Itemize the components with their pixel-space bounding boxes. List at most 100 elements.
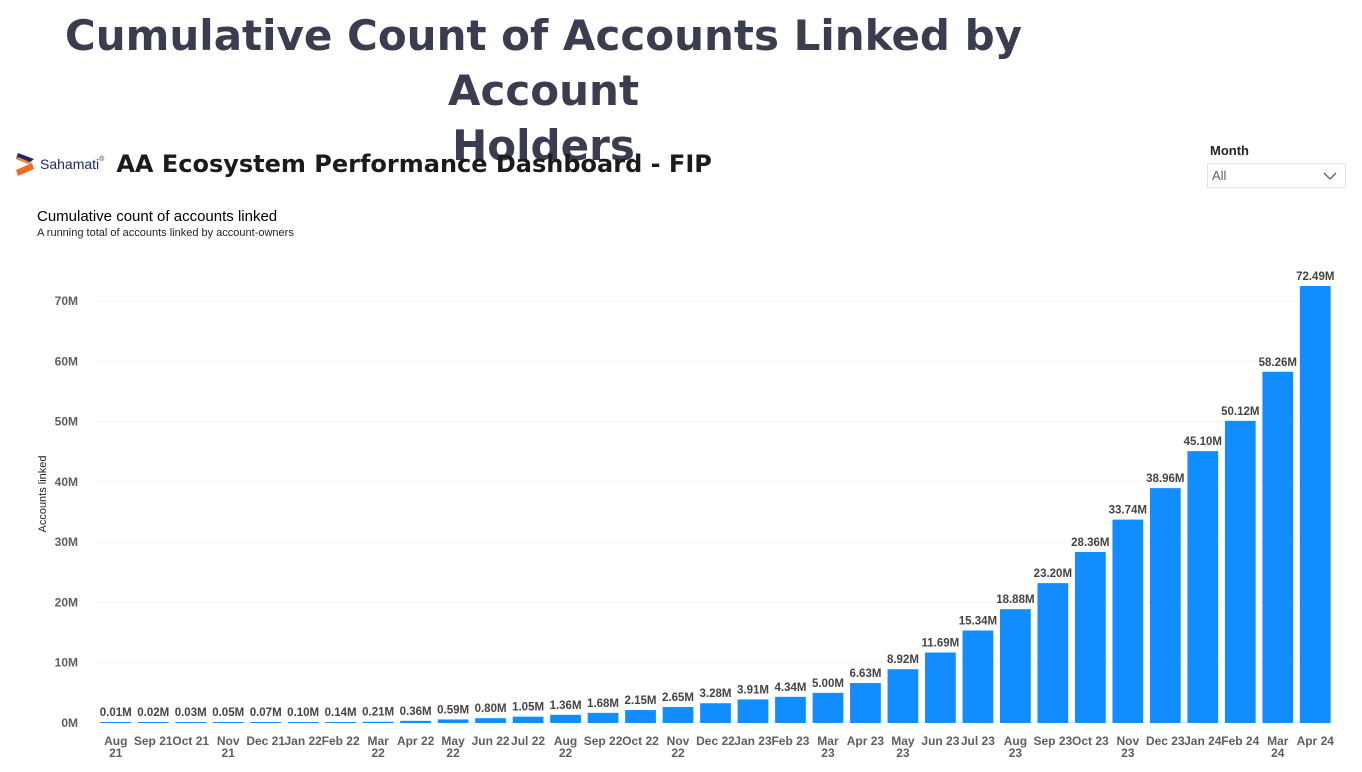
bar[interactable] <box>400 720 431 723</box>
bar[interactable] <box>1149 488 1181 723</box>
data-label: 2.15M <box>625 695 657 707</box>
x-tick-label: 23 <box>1121 746 1135 760</box>
x-tick-label: Jan 22 <box>284 734 322 748</box>
bar[interactable] <box>437 719 469 723</box>
x-tick-label: Jan 24 <box>1184 734 1222 748</box>
logo-text: Sahamati® <box>40 156 104 172</box>
x-tick-label: Feb 23 <box>771 734 809 748</box>
y-tick-label: 50M <box>55 415 78 429</box>
bar[interactable] <box>1224 420 1256 723</box>
bar[interactable] <box>287 722 319 723</box>
x-tick-label: Feb 24 <box>1221 734 1259 748</box>
data-label: 23.20M <box>1034 568 1072 580</box>
x-tick-label: May <box>891 734 915 748</box>
bar[interactable] <box>137 722 169 723</box>
data-label: 0.03M <box>175 707 207 719</box>
data-label: 28.36M <box>1071 537 1109 549</box>
page-heading-line-1: Cumulative Count of Accounts Linked by A… <box>64 11 1023 115</box>
month-slicer-label: Month <box>1210 143 1249 158</box>
bar[interactable] <box>775 696 806 723</box>
x-tick-label: Sep 21 <box>134 734 173 748</box>
x-tick-label: 21 <box>109 746 123 760</box>
x-tick-label: 22 <box>446 746 460 760</box>
bar[interactable] <box>925 652 956 723</box>
x-tick-label: Apr 23 <box>847 734 885 748</box>
bar[interactable] <box>100 722 132 723</box>
x-tick-label: Aug <box>104 734 127 748</box>
x-tick-label: Aug <box>1004 734 1027 748</box>
data-label: 72.49M <box>1296 271 1334 283</box>
bar[interactable] <box>962 630 994 723</box>
data-label: 58.26M <box>1259 357 1297 369</box>
x-tick-label: Aug <box>554 734 577 748</box>
bar[interactable] <box>325 722 357 723</box>
data-label: 0.02M <box>137 707 169 719</box>
data-label: 0.05M <box>212 707 244 719</box>
y-tick-label: 70M <box>55 294 78 308</box>
bar[interactable] <box>512 716 544 723</box>
x-tick-label: Oct 23 <box>1072 734 1109 748</box>
data-label: 6.63M <box>849 668 881 680</box>
bar[interactable] <box>175 722 207 723</box>
x-tick-label: 22 <box>371 746 385 760</box>
x-tick-label: 22 <box>559 746 573 760</box>
bar[interactable] <box>362 721 394 723</box>
bar[interactable] <box>700 703 731 723</box>
data-label: 0.01M <box>100 707 132 719</box>
x-tick-label: Dec 22 <box>696 734 735 748</box>
data-label: 0.14M <box>325 707 357 719</box>
dashboard-title: AA Ecosystem Performance Dashboard - FIP <box>116 150 712 178</box>
data-label: 0.21M <box>362 707 394 719</box>
y-tick-label: 40M <box>55 475 78 489</box>
data-label: 1.05M <box>512 702 544 714</box>
bar[interactable] <box>737 699 769 723</box>
bar[interactable] <box>1187 451 1219 723</box>
chart-title: Cumulative count of accounts linked <box>37 208 278 225</box>
x-tick-label: Mar <box>817 734 839 748</box>
data-label: 11.69M <box>922 638 960 650</box>
data-label: 8.92M <box>887 654 919 666</box>
bar[interactable] <box>550 714 581 723</box>
bar[interactable] <box>1000 609 1031 723</box>
bar[interactable] <box>625 710 656 723</box>
bar[interactable] <box>887 669 919 723</box>
y-axis: 0M 10M 20M 30M 40M 50M 60M 70M <box>55 294 78 730</box>
data-label: 0.36M <box>400 706 432 718</box>
bar[interactable] <box>1299 285 1331 723</box>
bar[interactable] <box>1262 371 1294 723</box>
bar[interactable] <box>250 722 282 723</box>
data-label: 38.96M <box>1146 473 1184 485</box>
y-tick-label: 20M <box>55 595 78 609</box>
x-tick-label: May <box>441 734 465 748</box>
chart-subtitle: A running total of accounts linked by ac… <box>37 227 294 239</box>
data-label: 0.07M <box>250 707 282 719</box>
x-tick-label: Jul 23 <box>961 734 995 748</box>
bar[interactable] <box>662 707 694 723</box>
x-tick-label: Mar <box>367 734 389 748</box>
bar[interactable] <box>587 712 619 723</box>
bar[interactable] <box>212 722 244 723</box>
x-tick-label: 23 <box>1009 746 1023 760</box>
y-tick-label: 30M <box>55 535 78 549</box>
data-label: 45.10M <box>1184 436 1222 448</box>
x-tick-label: Nov <box>217 734 240 748</box>
data-label: 1.36M <box>550 700 582 712</box>
y-tick-label: 0M <box>61 716 78 730</box>
y-tick-label: 60M <box>55 354 78 368</box>
month-dropdown[interactable]: All <box>1207 163 1346 188</box>
data-label: 50.12M <box>1221 406 1259 418</box>
dashboard-header: Sahamati® AA Ecosystem Performance Dashb… <box>14 150 712 178</box>
page-heading: Cumulative Count of Accounts Linked by A… <box>0 8 1087 173</box>
bar[interactable] <box>812 692 844 723</box>
bar[interactable] <box>475 718 506 723</box>
bar[interactable] <box>1112 519 1144 723</box>
logo-name: Sahamati <box>40 156 100 172</box>
bar[interactable] <box>1037 583 1069 723</box>
x-tick-label: Nov <box>667 734 690 748</box>
bar[interactable] <box>1074 552 1106 723</box>
bar[interactable] <box>850 683 881 723</box>
x-tick-label: Sep 23 <box>1034 734 1073 748</box>
y-tick-label: 10M <box>55 656 78 670</box>
